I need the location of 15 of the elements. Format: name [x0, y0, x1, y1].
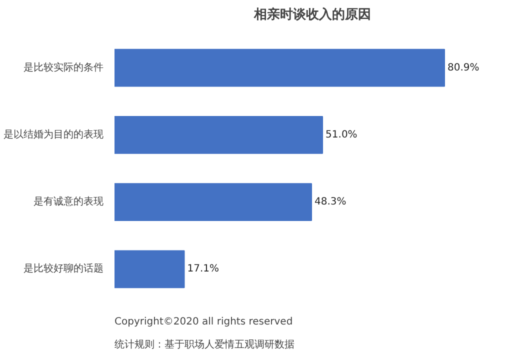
data-label: 51.0% [326, 129, 358, 140]
bar [114, 116, 324, 154]
chart-title: 相亲时谈收入的原因 [253, 6, 371, 22]
y-tick-label: 是比较好聊的话题 [24, 262, 104, 275]
text: 统计规则：基于职场人爱情五观调研数据 [114, 338, 294, 350]
y-tick-label: 是以结婚为目的的表现 [4, 128, 104, 140]
text: Copyright©2020 all rights reserved [114, 316, 293, 328]
bar [114, 250, 185, 288]
y-tick-label: 是有诚意的表现 [34, 196, 104, 208]
data-label: 48.3% [314, 196, 346, 208]
data-label: 80.9% [448, 62, 480, 74]
bar [114, 183, 312, 222]
bar [114, 48, 445, 87]
data-label: 17.1% [187, 264, 220, 275]
y-tick-label: 是比较实际的条件 [24, 61, 104, 74]
